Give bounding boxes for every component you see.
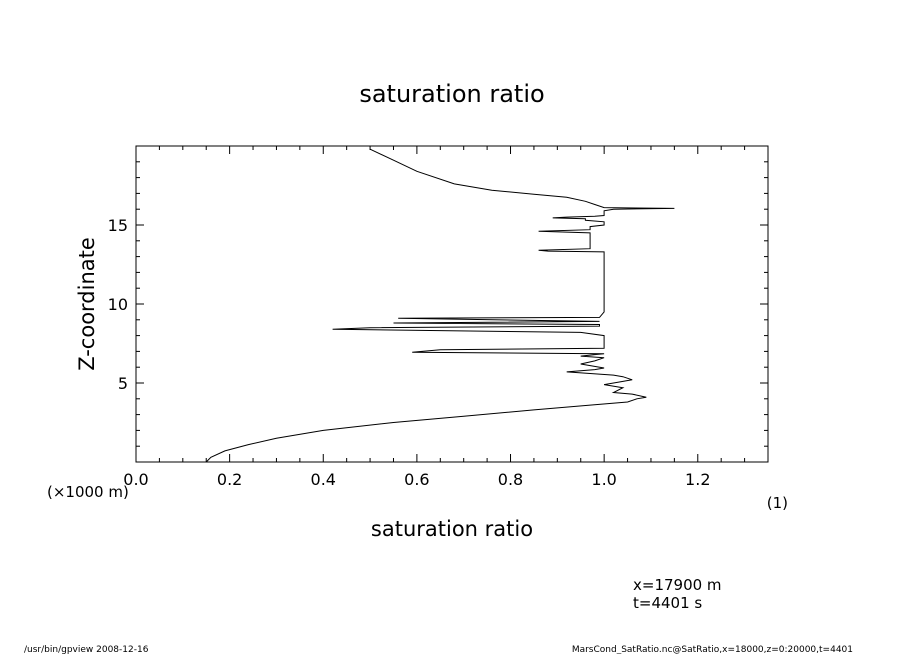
x-unit-label: (1) (767, 494, 788, 512)
x-tick-label: 0.8 (498, 470, 523, 489)
annotation-time: t=4401 s (633, 594, 702, 612)
footer-right: MarsCond_SatRatio.nc@SatRatio,x=18000,z=… (572, 645, 853, 654)
x-tick-label: 0.0 (123, 470, 148, 489)
x-tick-label: 0.4 (311, 470, 336, 489)
x-tick-label: 0.2 (217, 470, 242, 489)
y-tick-label: 15 (108, 216, 128, 235)
plot-frame (135, 145, 769, 463)
x-tick-label: 0.6 (404, 470, 429, 489)
y-axis-label: Z-coordinate (75, 237, 99, 371)
x-axis-label: saturation ratio (371, 517, 533, 541)
chart-title: saturation ratio (359, 80, 544, 108)
x-ticks: 0.0 0.2 0.4 0.6 0.8 1.0 1.2 (123, 146, 769, 489)
y-ticks: 5 10 15 (108, 145, 768, 463)
footer-left: /usr/bin/gpview 2008-12-16 (24, 645, 149, 654)
x-tick-label: 1.0 (591, 470, 616, 489)
series-line (205, 148, 675, 463)
y-unit-label: (×1000 m) (47, 483, 129, 501)
y-tick-label: 5 (118, 374, 128, 393)
y-tick-label: 10 (108, 295, 128, 314)
x-tick-label: 1.2 (685, 470, 710, 489)
annotation-position: x=17900 m (633, 576, 722, 594)
